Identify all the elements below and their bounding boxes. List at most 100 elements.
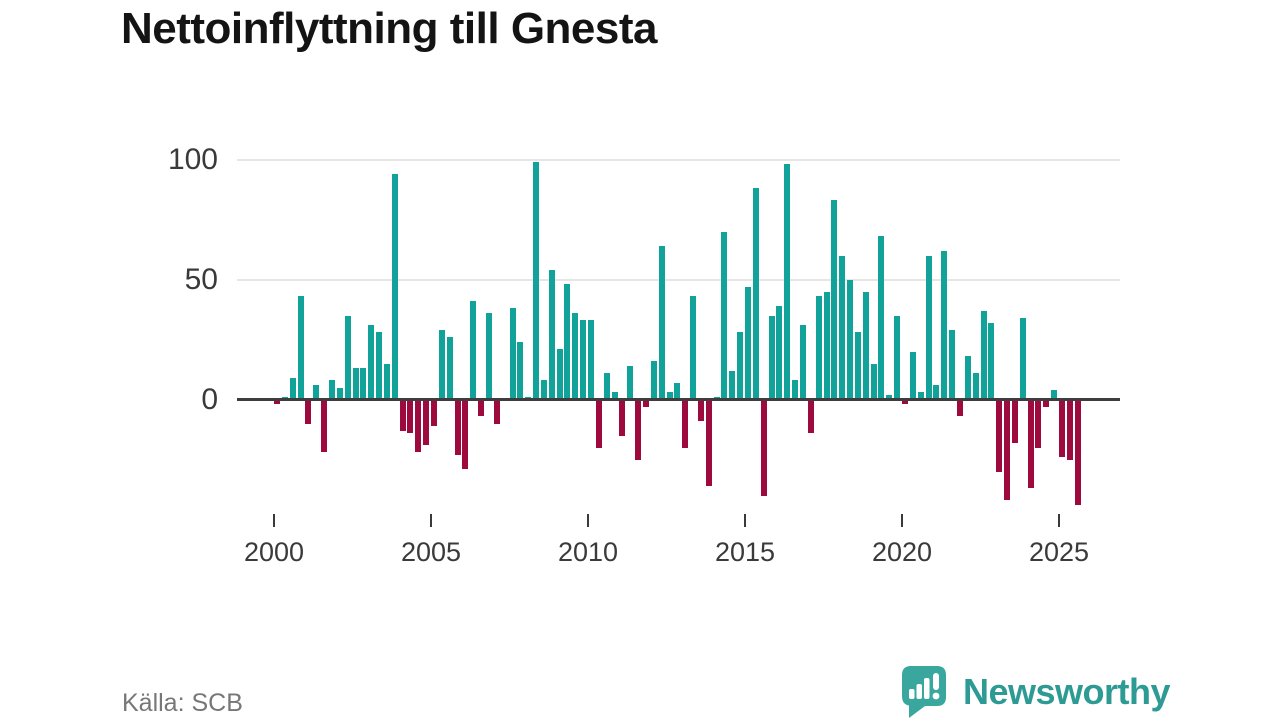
bar-2021q2: [941, 250, 948, 400]
bar-2002q4: [360, 368, 367, 400]
bar-2008q2: [533, 161, 540, 400]
bar-2004q2: [407, 399, 414, 434]
bar-2017q3: [823, 291, 830, 400]
bar-2002q3: [352, 368, 359, 400]
bar-2004q1: [399, 399, 406, 431]
bar-2009q1: [556, 349, 563, 400]
bar-2013q1: [682, 399, 689, 448]
bar-2021q3: [949, 329, 956, 400]
bar-2011q1: [619, 399, 626, 436]
bar-2023q4: [1019, 317, 1026, 400]
bar-2012q3: [666, 392, 673, 400]
source-text: Källa: SCB: [122, 689, 243, 717]
bar-2022q2: [972, 373, 979, 400]
bar-2010q4: [611, 392, 618, 400]
bar-2009q4: [580, 320, 587, 400]
chart-title: Nettoinflyttning till Gnesta: [121, 4, 657, 53]
bar-2007q4: [517, 341, 524, 400]
bar-2020q4: [925, 255, 932, 400]
bar-2023q2: [1004, 399, 1011, 501]
bar-2008q4: [548, 269, 555, 400]
bar-2016q2: [784, 164, 791, 400]
bar-2013q3: [697, 399, 704, 422]
bar-2019q3: [886, 394, 893, 400]
x-tick-2010: [587, 514, 589, 527]
bar-2001q4: [328, 380, 335, 400]
bar-2016q3: [792, 380, 799, 400]
gridline-100: [237, 158, 1120, 161]
bar-2022q3: [980, 310, 987, 400]
x-axis-label-2025: 2025: [1028, 537, 1090, 567]
bar-2010q3: [603, 373, 610, 400]
bar-2005q1: [431, 399, 437, 426]
bar-2001q3: [321, 399, 328, 453]
bar-2020q3: [917, 392, 924, 400]
bar-2012q1: [650, 361, 657, 400]
newsworthy-logo-icon: [898, 664, 950, 720]
bar-2010q1: [588, 320, 594, 400]
bar-2006q4: [485, 313, 492, 400]
bar-2000q3: [289, 377, 296, 400]
bar-2018q1: [839, 255, 846, 400]
bar-2011q4: [642, 399, 649, 407]
x-axis-label-2015: 2015: [714, 537, 776, 567]
bar-2018q4: [862, 291, 869, 400]
bar-2006q2: [470, 301, 477, 400]
bar-2024q3: [1043, 399, 1050, 407]
bar-2024q2: [1035, 399, 1042, 448]
bar-2015q4: [768, 315, 775, 400]
bar-2015q3: [760, 399, 767, 496]
bar-2021q4: [956, 399, 963, 417]
bar-2021q1: [933, 385, 940, 400]
bar-2013q2: [690, 296, 697, 400]
bar-2019q4: [894, 315, 901, 400]
bar-2000q1: [274, 399, 280, 405]
gridline-50: [237, 278, 1120, 281]
bar-2014q3: [729, 370, 736, 400]
bar-2009q2: [564, 284, 571, 400]
bar-2014q2: [721, 231, 728, 400]
bar-2017q2: [815, 296, 822, 400]
y-axis-label-0: 0: [201, 382, 218, 416]
bar-2008q3: [540, 380, 547, 400]
bar-2011q3: [635, 399, 642, 460]
bar-2022q1: [964, 356, 971, 400]
bar-2005q2: [438, 329, 445, 400]
bar-2015q2: [752, 188, 759, 400]
bar-2006q1: [462, 399, 469, 470]
y-axis-label-100: 100: [167, 142, 218, 176]
bar-2019q1: [870, 363, 877, 400]
bar-2020q2: [909, 351, 916, 400]
bar-2004q4: [423, 399, 430, 446]
bar-2007q3: [509, 308, 516, 400]
y-axis-label-50: 50: [184, 262, 218, 296]
bar-2009q3: [572, 313, 579, 400]
bar-2015q1: [745, 286, 751, 400]
bar-2023q3: [1011, 399, 1018, 443]
bar-2003q4: [391, 173, 398, 400]
bar-2025q1: [1059, 399, 1065, 458]
x-tick-2000: [273, 514, 275, 527]
newsworthy-logo-text: Newsworthy: [963, 671, 1171, 712]
bar-2003q3: [383, 363, 390, 400]
x-tick-2020: [901, 514, 903, 527]
bar-2024q4: [1051, 389, 1058, 400]
bar-2012q2: [658, 245, 665, 400]
bar-2016q4: [799, 325, 806, 400]
x-tick-2015: [744, 514, 746, 527]
x-tick-2025: [1058, 514, 1060, 527]
x-axis-label-2000: 2000: [243, 537, 305, 567]
x-axis-zero-line: [237, 398, 1120, 401]
bar-2013q4: [705, 399, 712, 486]
newsworthy-logo: Newsworthy: [898, 664, 1171, 720]
bar-2018q2: [847, 279, 854, 400]
bar-2025q3: [1074, 399, 1081, 506]
bar-2005q4: [454, 399, 461, 455]
bar-2016q1: [776, 305, 783, 400]
bar-2011q2: [627, 365, 634, 400]
bar-2022q4: [988, 322, 995, 400]
bar-2002q1: [336, 387, 343, 400]
bar-2019q2: [878, 236, 885, 400]
